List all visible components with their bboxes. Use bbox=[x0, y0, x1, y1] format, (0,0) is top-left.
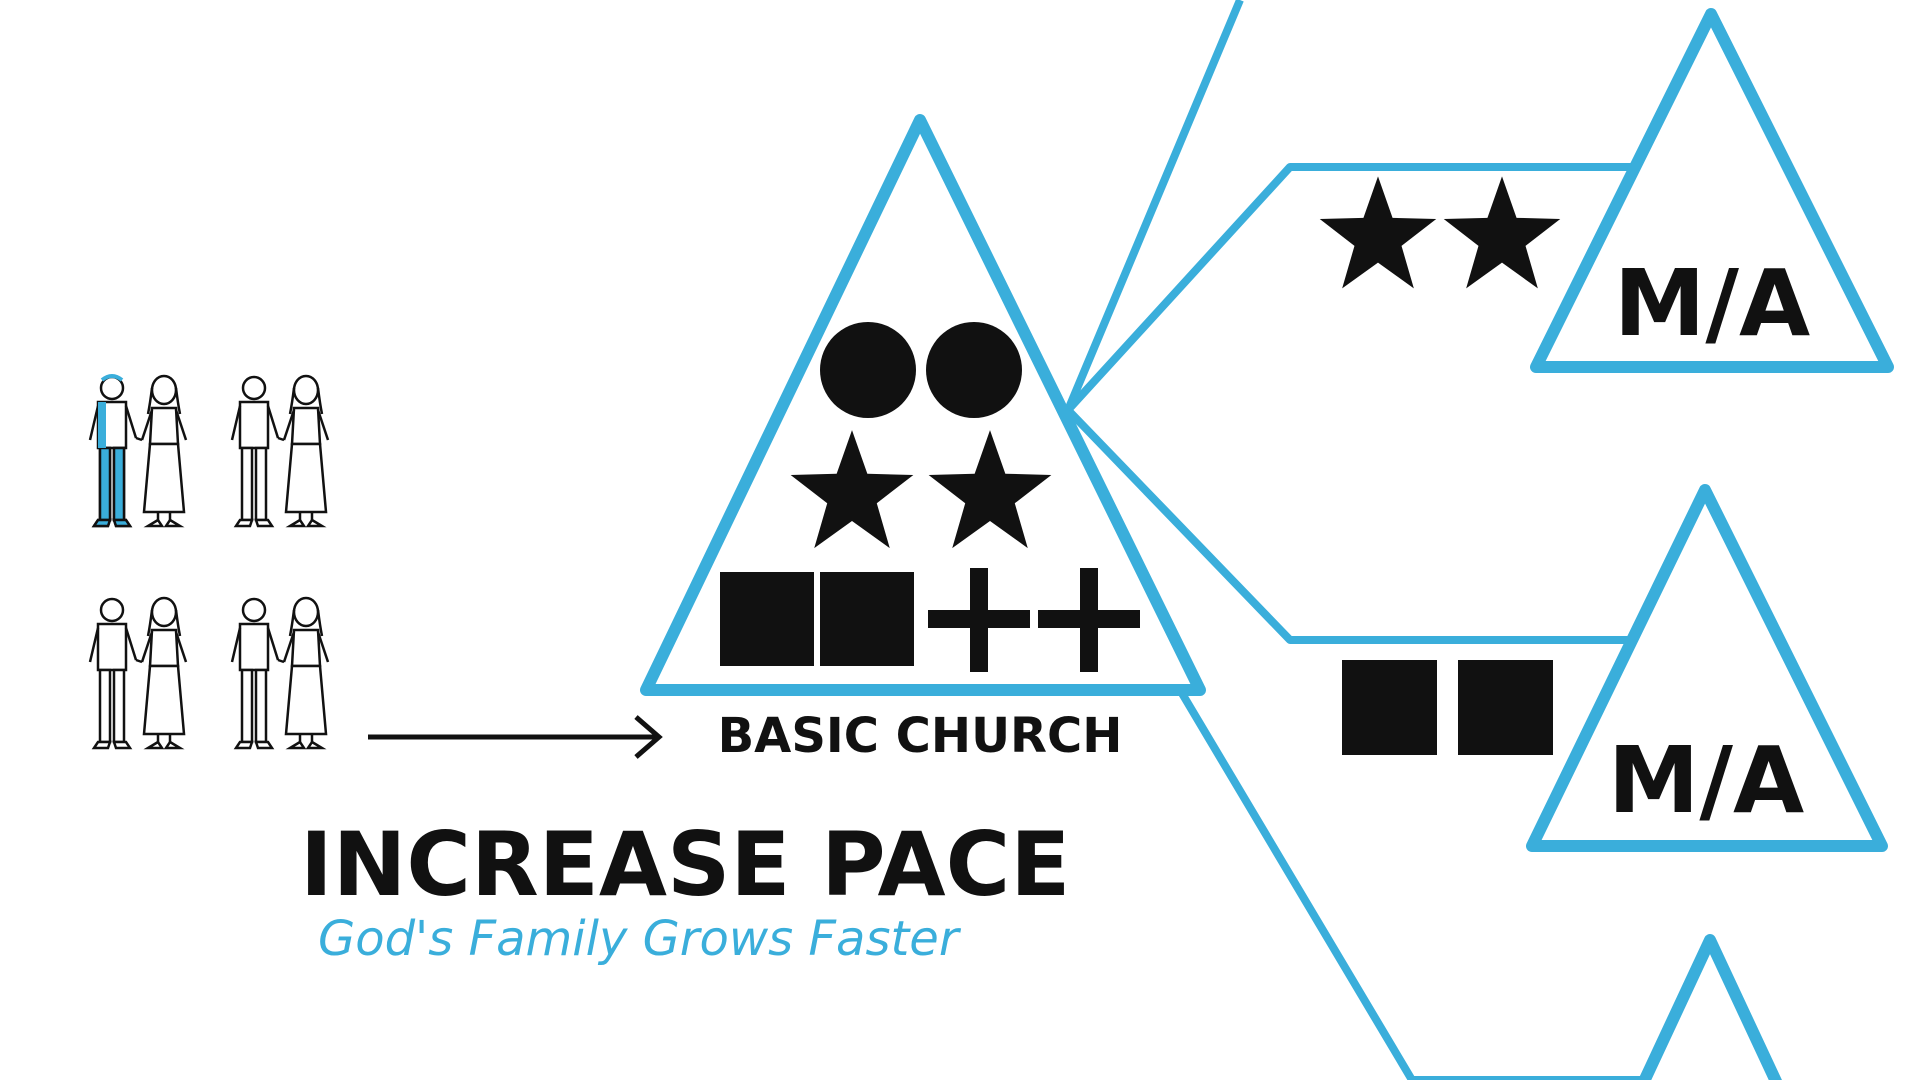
church-label: BASIC CHURCH bbox=[718, 708, 1123, 764]
arrow-right-icon bbox=[368, 715, 663, 759]
top-branch-label: M/A bbox=[1614, 250, 1810, 357]
page-subtitle: God's Family Grows Faster bbox=[318, 911, 962, 967]
circle-icon bbox=[820, 322, 1022, 418]
bottom-branch-triangle: M/A bbox=[1526, 484, 1888, 852]
partial-triangle bbox=[1635, 934, 1785, 1085]
star-icon bbox=[1319, 176, 1561, 289]
page-title: INCREASE PACE bbox=[300, 813, 1070, 916]
top-branch-triangle: M/A bbox=[1530, 8, 1894, 373]
branch-lines bbox=[1064, 0, 1700, 1084]
people-couples-icon bbox=[90, 374, 328, 748]
plus-icon bbox=[928, 568, 1140, 672]
square-icon bbox=[720, 572, 914, 666]
bottom-branch-label: M/A bbox=[1608, 727, 1804, 834]
basic-church-triangle bbox=[640, 114, 1206, 696]
square-icon bbox=[1342, 660, 1553, 755]
